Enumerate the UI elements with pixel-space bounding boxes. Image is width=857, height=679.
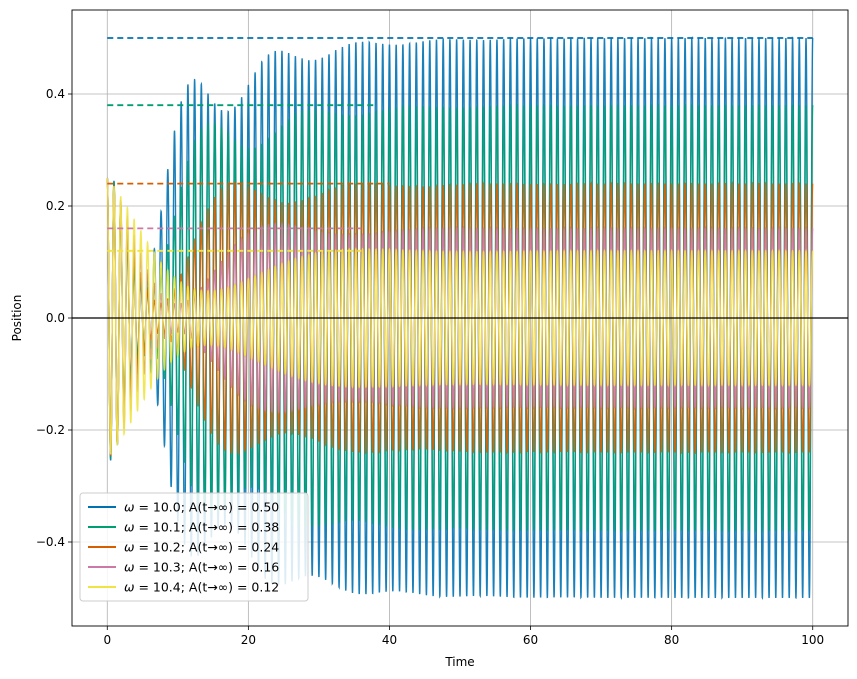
legend-entry: ω = 10.3; A(t→∞) = 0.16 [124, 560, 279, 575]
series-line-omega-10.2 [106, 177, 814, 457]
x-tick-label: 0 [103, 633, 111, 647]
x-tick-label: 40 [382, 633, 397, 647]
y-tick-label: −0.2 [36, 423, 65, 437]
series-group [106, 36, 814, 601]
legend-entry: ω = 10.1; A(t→∞) = 0.38 [124, 520, 279, 535]
y-tick-label: 0.4 [46, 87, 65, 101]
legend-entry: ω = 10.0; A(t→∞) = 0.50 [124, 500, 279, 515]
x-axis: 0 20 40 60 80 100 [103, 626, 824, 647]
legend-entry: ω = 10.2; A(t→∞) = 0.24 [124, 540, 279, 555]
series-line-omega-10.4 [106, 177, 814, 455]
x-tick-label: 100 [801, 633, 824, 647]
legend-entry: ω = 10.4; A(t→∞) = 0.12 [124, 580, 279, 595]
y-tick-label: 0.0 [46, 311, 65, 325]
x-axis-label: Time [444, 655, 474, 669]
steady-amplitude-levels [107, 37, 813, 252]
x-tick-label: 80 [664, 633, 679, 647]
y-tick-label: 0.2 [46, 199, 65, 213]
y-axis: −0.4 −0.2 0.0 0.2 0.4 [36, 87, 72, 549]
legend: ω = 10.0; A(t→∞) = 0.50 ω = 10.1; A(t→∞) … [79, 492, 309, 602]
x-tick-label: 20 [241, 633, 256, 647]
x-tick-label: 60 [523, 633, 538, 647]
legend-box [79, 492, 309, 602]
series-line-omega-10.3 [106, 177, 814, 455]
y-tick-label: −0.4 [36, 535, 65, 549]
y-axis-label: Position [10, 295, 24, 342]
